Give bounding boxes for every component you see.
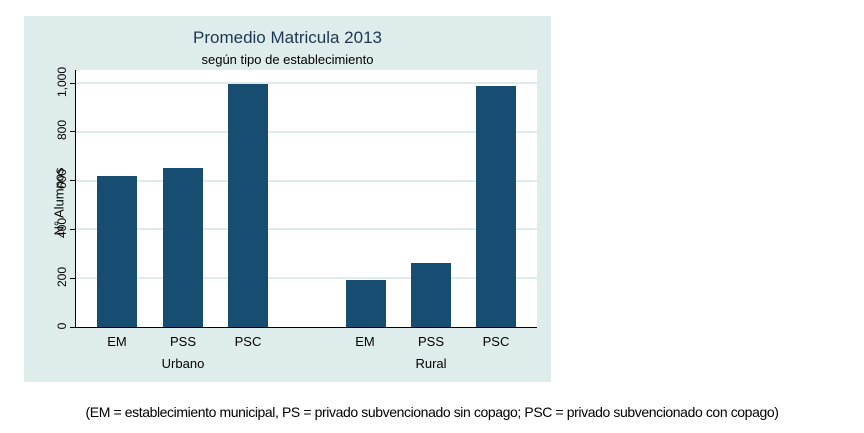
bar-rural-pss (411, 262, 451, 327)
bar-urbano-em (97, 175, 137, 327)
bar-rural-em (346, 279, 386, 327)
group-label-rural: Rural (415, 356, 447, 371)
y-tick (70, 327, 75, 328)
gridline-200 (76, 277, 537, 279)
y-tick-label: 800 (55, 119, 69, 141)
y-tick-label: 1,000 (55, 66, 69, 98)
gridline-600 (76, 180, 537, 182)
y-tick-label: 0 (55, 322, 69, 330)
x-category-label: PSS (169, 334, 196, 349)
x-category-label: PSC (482, 334, 510, 349)
gridline-1000 (76, 82, 537, 84)
y-tick (70, 229, 75, 230)
y-tick (70, 278, 75, 279)
gridline-800 (76, 131, 537, 133)
group-label-urbano: Urbano (161, 356, 205, 371)
bar-urbano-pss (163, 167, 203, 327)
plot-area (76, 70, 537, 327)
y-tick-label: 200 (55, 266, 69, 288)
bar-rural-psc (476, 85, 516, 327)
y-tick (70, 180, 75, 181)
y-axis-title: N° Alumnos (51, 167, 67, 236)
bar-urbano-psc (228, 83, 268, 327)
y-tick (70, 83, 75, 84)
chart-subtitle: según tipo de establecimiento (201, 52, 374, 67)
x-axis-line (75, 327, 537, 328)
x-category-label: EM (355, 334, 375, 349)
chart-title: Promedio Matricula 2013 (193, 28, 382, 47)
x-category-label: PSS (417, 334, 444, 349)
y-tick (70, 131, 75, 132)
gridline-400 (76, 228, 537, 230)
figure-caption: (EM = establecimiento municipal, PS = pr… (85, 404, 779, 420)
x-category-label: PSC (234, 334, 262, 349)
y-axis-line (75, 70, 76, 328)
x-category-label: EM (107, 334, 127, 349)
